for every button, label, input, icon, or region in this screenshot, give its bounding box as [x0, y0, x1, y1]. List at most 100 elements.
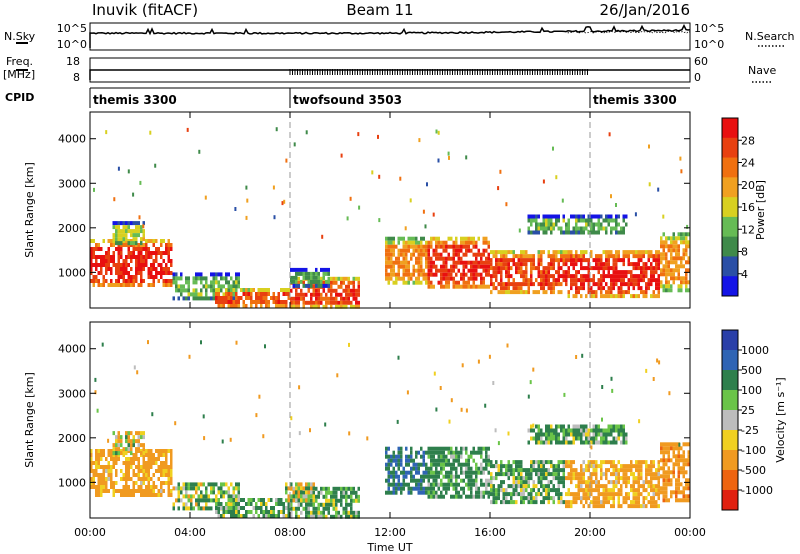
scatter-cell — [460, 236, 463, 241]
scatter-cell — [645, 476, 648, 481]
scatter-cell — [470, 248, 473, 253]
scatter-cell — [415, 454, 418, 459]
scatter-cell — [155, 271, 158, 275]
scatter-cell — [640, 460, 643, 465]
scatter-cell — [135, 473, 138, 477]
scatter-cell — [565, 282, 568, 287]
scatter-cell — [245, 304, 248, 308]
scatter-cell — [642, 290, 645, 295]
scatter-cell — [657, 504, 660, 509]
scatter-cell — [485, 454, 488, 459]
scatter-cell — [102, 449, 105, 453]
scatter-cell — [150, 275, 153, 279]
scatter-cell — [225, 506, 228, 510]
scatter-cell — [125, 489, 128, 493]
scatter-cell — [432, 486, 435, 491]
scatter-cell — [505, 270, 508, 275]
scatter-cell — [125, 263, 128, 267]
scatter-cell — [180, 490, 183, 495]
scatter-cell — [550, 496, 553, 501]
scatter-cell — [142, 447, 145, 452]
scatter-cell — [555, 432, 558, 437]
scatter-cell — [505, 464, 508, 469]
scatter-cell — [407, 276, 410, 281]
scatter-cell — [387, 276, 390, 281]
scatter-cell — [317, 296, 320, 301]
scatter-cell — [510, 250, 513, 255]
scatter-cell — [322, 296, 325, 301]
scatter-cell — [97, 481, 100, 485]
scatter-cell — [302, 271, 305, 276]
scatter-cell — [562, 270, 565, 275]
scatter-cell — [392, 470, 395, 475]
scatter-cell — [305, 486, 308, 491]
scatter-cell — [132, 283, 135, 287]
scatter-cell — [135, 481, 138, 485]
scatter-cell — [240, 498, 243, 502]
scatter-cell — [610, 286, 613, 291]
scatter-cell — [235, 276, 238, 281]
scatter-cell — [665, 442, 668, 447]
scatter-cell — [490, 290, 493, 295]
scatter-cell — [610, 440, 613, 445]
scatter-cell — [625, 464, 628, 469]
scatter-cell — [465, 272, 468, 277]
scatter-cell — [477, 264, 480, 269]
scatter-cell — [505, 282, 508, 287]
scatter-cell — [547, 492, 550, 497]
nave-trace — [289, 69, 588, 75]
scatter-cell — [140, 255, 143, 259]
scatter-cell — [615, 254, 618, 259]
scatter-cell — [630, 278, 633, 283]
scatter-cell — [687, 260, 690, 265]
scatter-cell — [347, 280, 350, 285]
scatter-cell — [545, 476, 548, 481]
scatter-cell — [147, 255, 150, 259]
scatter-cell — [112, 263, 115, 267]
scatter-cell — [112, 443, 115, 448]
scatter-cell — [252, 498, 255, 502]
scatter-cell — [410, 240, 413, 245]
scatter-cell — [455, 490, 458, 495]
scatter-cell — [430, 466, 433, 471]
scatter-cell — [117, 443, 120, 448]
scatter-cell — [645, 468, 648, 473]
scatter-cell — [195, 498, 198, 503]
scatter-cell — [492, 496, 495, 501]
scatter-cell — [277, 304, 280, 308]
colorbar-segment — [722, 470, 738, 491]
scatter-cell — [500, 282, 503, 287]
scatter-cell — [117, 267, 120, 271]
scatter-cell — [655, 468, 658, 473]
scatter-cell — [542, 218, 545, 223]
scatter-cell — [512, 286, 515, 291]
scatter-cell — [515, 290, 518, 295]
scatter-cell — [657, 488, 660, 493]
scatter-cell — [612, 424, 615, 429]
scatter-cell — [465, 446, 468, 451]
scatter-cell — [665, 482, 668, 487]
scatter-cell — [112, 251, 115, 255]
scatter-cell — [615, 464, 618, 469]
scatter-cell — [127, 251, 130, 255]
scatter-cell — [595, 460, 598, 465]
scatter-cell — [90, 271, 93, 275]
scatter-cell — [510, 484, 513, 489]
scatter-cell — [407, 490, 410, 495]
scatter-cell — [395, 260, 398, 265]
colorbar-segment — [722, 350, 738, 371]
scatter-cell — [322, 514, 325, 519]
scatter-cell — [687, 450, 690, 455]
scatter-cell — [472, 272, 475, 277]
scatter-cell — [672, 260, 675, 265]
scatter-cell — [542, 496, 545, 501]
scatter-cell — [592, 290, 595, 295]
scatter-cell — [197, 276, 200, 281]
scatter-cell — [327, 498, 330, 503]
scatter-cell — [452, 260, 455, 265]
scatter-cell — [515, 484, 518, 489]
scatter-cell — [305, 300, 308, 305]
scatter-cell — [378, 174, 381, 179]
scatter-cell — [445, 486, 448, 491]
scatter-cell — [150, 457, 153, 461]
